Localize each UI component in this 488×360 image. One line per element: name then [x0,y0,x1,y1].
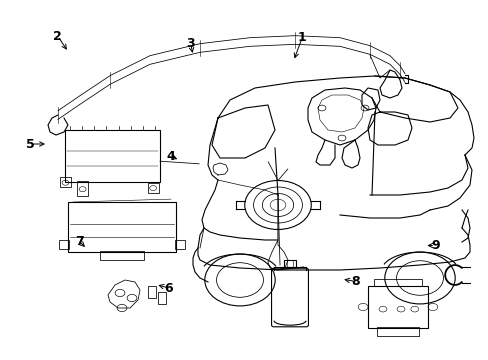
Text: 4: 4 [166,150,175,163]
Text: 5: 5 [26,138,35,150]
Text: 3: 3 [186,37,195,50]
Text: 2: 2 [53,30,62,42]
Text: 6: 6 [164,282,173,294]
Text: 7: 7 [75,235,83,248]
Text: 1: 1 [297,31,306,44]
Text: 8: 8 [351,275,360,288]
Text: 9: 9 [430,239,439,252]
